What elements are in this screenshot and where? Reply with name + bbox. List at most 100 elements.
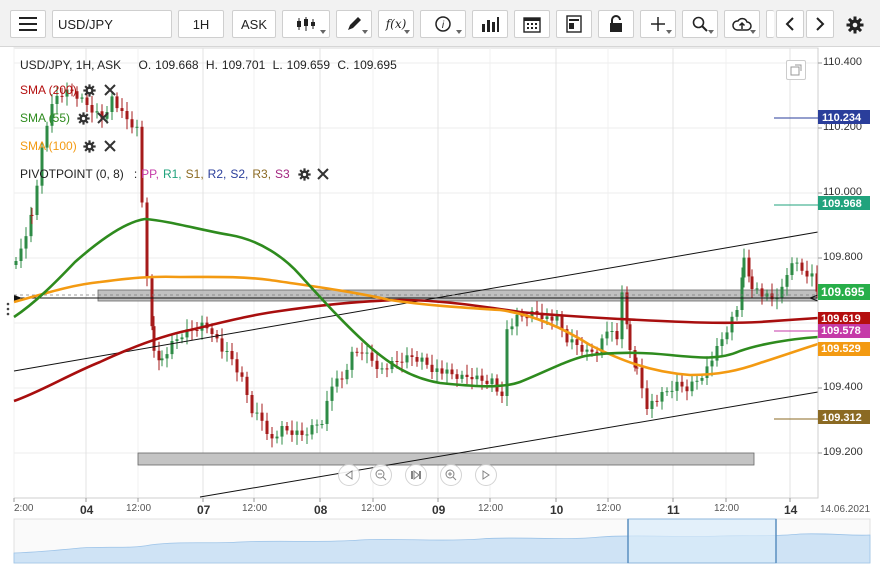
candle-body (540, 312, 544, 319)
candle-body (380, 368, 384, 370)
candle-body (550, 316, 554, 321)
sma55-settings-gear-icon[interactable] (76, 111, 90, 125)
price-marker-box: 109.695 (818, 284, 870, 301)
pivot-remove-close-icon[interactable] (316, 167, 330, 181)
pivot-s2-label: S2, (230, 167, 249, 181)
candle-body (600, 338, 604, 354)
nav-forward-button[interactable] (475, 464, 497, 486)
candle-body (645, 388, 649, 409)
time-day-label: 04 (80, 503, 94, 517)
lock-button[interactable] (598, 10, 634, 38)
indicators-button[interactable]: f(x) (378, 10, 414, 38)
price-type-button[interactable]: ASK (232, 10, 276, 38)
nav-back-button[interactable] (338, 464, 360, 486)
candle-body (375, 360, 379, 369)
nav-zoom-out-button[interactable] (370, 464, 392, 486)
price-tick-label: 110.400 (823, 56, 862, 68)
sma200-label: SMA (200) (20, 83, 77, 97)
candle-body (742, 257, 746, 278)
candle-body (215, 334, 219, 339)
save-cloud-button[interactable] (724, 10, 760, 38)
candle-body (800, 262, 804, 271)
candle-body (560, 316, 564, 330)
candle-body (545, 316, 549, 319)
candle-body (14, 261, 18, 265)
symbol-input[interactable]: USD/JPY (52, 10, 172, 38)
navigator[interactable] (13, 518, 871, 564)
candle-body (810, 273, 814, 277)
candle-body (290, 430, 294, 435)
candle-body (285, 426, 289, 431)
nav-reset-button[interactable] (405, 464, 427, 486)
sma100-settings-gear-icon[interactable] (83, 139, 97, 153)
candle-body (455, 374, 459, 379)
menu-button[interactable] (10, 10, 46, 38)
candle-body (535, 311, 539, 313)
sma200-line (13, 298, 819, 403)
volume-button[interactable] (472, 10, 508, 38)
candle-body (605, 331, 609, 339)
navigator-window[interactable] (627, 518, 777, 564)
candle-body (240, 372, 244, 377)
candle-body (210, 328, 214, 334)
time-day-label: 09 (432, 503, 446, 517)
pivot-s1-label: S1, (185, 167, 204, 181)
layout-button[interactable] (556, 10, 592, 38)
candle-body (157, 350, 161, 361)
candle-body (530, 311, 534, 319)
sma200-remove-close-icon[interactable] (103, 83, 117, 97)
scroll-left-button[interactable] (776, 10, 804, 38)
sma200-settings-gear-icon[interactable] (83, 83, 97, 97)
candle-body (805, 270, 809, 277)
time-day-label: 11 (667, 503, 680, 517)
price-marker-box: 110.234 (818, 109, 870, 124)
pivot-settings-gear-icon[interactable] (298, 167, 312, 181)
timeframe-button[interactable]: 1H (178, 10, 224, 38)
candle-body (315, 424, 319, 426)
candle-body (475, 375, 479, 380)
nav-zoom-in-button[interactable] (440, 464, 462, 486)
candle-body (340, 378, 344, 380)
candle-body (525, 316, 529, 319)
candle-body (29, 214, 33, 237)
chart-type-button[interactable] (282, 10, 330, 38)
calendar-button[interactable] (514, 10, 550, 38)
scroll-right-button[interactable] (806, 10, 834, 38)
candle-body (760, 288, 764, 297)
time-day-label: 10 (550, 503, 564, 517)
candle-body (700, 378, 704, 381)
sma55-remove-close-icon[interactable] (96, 111, 110, 125)
candle-body (628, 324, 632, 350)
candle-body (390, 361, 394, 370)
candle-body (780, 286, 784, 298)
candle-body (115, 96, 119, 109)
sma100-remove-close-icon[interactable] (103, 139, 117, 153)
info-button[interactable]: i (420, 10, 466, 38)
candle-body (190, 329, 194, 331)
time-hour-label: 12:00 (714, 503, 740, 514)
crosshair-button[interactable] (640, 10, 676, 38)
candle-body (575, 339, 579, 345)
candle-body (125, 111, 129, 120)
pivot-label: PIVOTPOINT (0, 8) (20, 167, 124, 181)
open-label: O. (138, 58, 152, 72)
candle-body (165, 354, 169, 359)
toolbar-divider (766, 10, 774, 38)
panel-drag-handle[interactable] (6, 302, 10, 316)
time-day-label: 08 (314, 503, 328, 517)
zoom-out-icon (375, 469, 387, 481)
candle-body (400, 361, 404, 363)
candle-body (465, 374, 469, 377)
gear-icon (846, 16, 864, 34)
time-hour-label: 12:00 (478, 503, 504, 514)
fullscreen-button[interactable] (786, 60, 806, 80)
settings-button[interactable] (842, 14, 868, 36)
price-tick-label: 109.200 (823, 446, 863, 458)
timeframe-value: 1H (192, 16, 210, 32)
drawing-tools-button[interactable] (336, 10, 372, 38)
candle-body (470, 377, 474, 380)
zoom-button[interactable] (682, 10, 718, 38)
candle-body (685, 386, 689, 392)
candle-body (180, 337, 184, 340)
